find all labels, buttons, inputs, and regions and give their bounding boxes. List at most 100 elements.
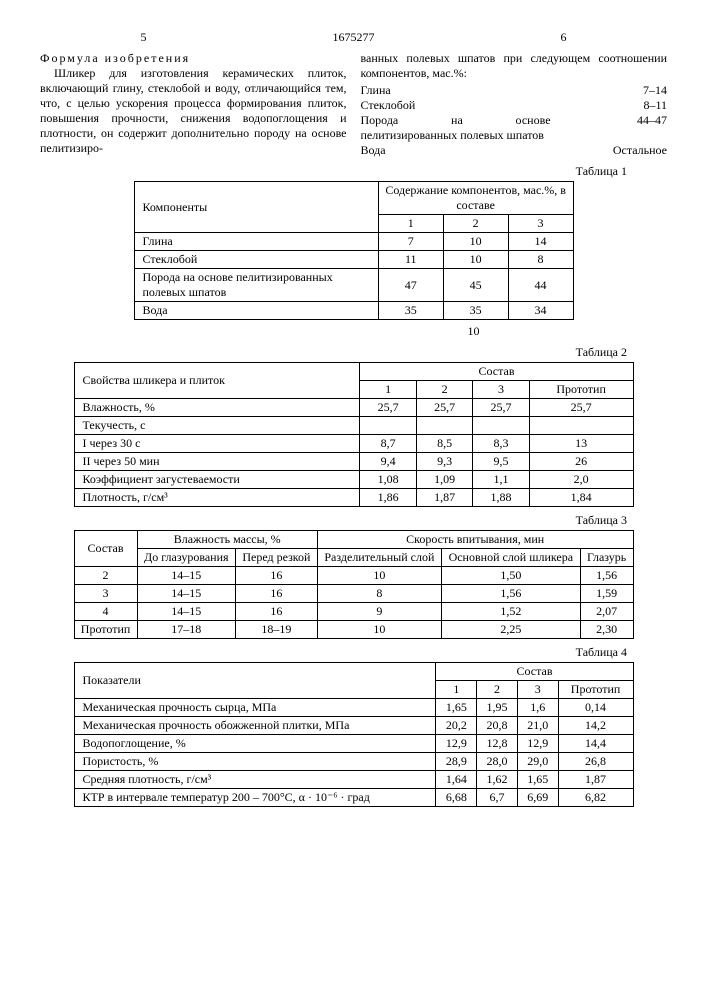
table-row: II через 50 мин9,49,39,526 bbox=[74, 453, 633, 471]
margin-number-10: 10 bbox=[280, 324, 667, 339]
t1-col: 3 bbox=[508, 215, 573, 233]
cell: 6,7 bbox=[477, 789, 518, 807]
cell: 10 bbox=[443, 233, 508, 251]
cell: 1,62 bbox=[477, 771, 518, 789]
cell: 6,82 bbox=[558, 789, 633, 807]
cell: 14–15 bbox=[137, 567, 235, 585]
cell: 12,9 bbox=[436, 735, 477, 753]
cell: 2,07 bbox=[580, 603, 633, 621]
cell: 8,5 bbox=[416, 435, 472, 453]
cell: 9 bbox=[317, 603, 441, 621]
table-row: Механическая прочность сырца, МПа1,651,9… bbox=[74, 699, 633, 717]
cell: 1,09 bbox=[416, 471, 472, 489]
cell: 14–15 bbox=[137, 603, 235, 621]
t1-col: 1 bbox=[378, 215, 443, 233]
cell: 8,7 bbox=[360, 435, 416, 453]
table1-label: Таблица 1 bbox=[40, 164, 627, 179]
cell: 1,52 bbox=[441, 603, 580, 621]
cell: 14–15 bbox=[137, 585, 235, 603]
cell: 1,59 bbox=[580, 585, 633, 603]
t2-h2: Состав bbox=[360, 363, 633, 381]
row-name: Коэффициент загустеваемости bbox=[74, 471, 360, 489]
cell: 10 bbox=[443, 251, 508, 269]
left-body: Шликер для изготовления керамических пли… bbox=[40, 66, 347, 156]
cell: 10 bbox=[317, 621, 441, 639]
cell: 7 bbox=[378, 233, 443, 251]
cell: 14,4 bbox=[558, 735, 633, 753]
row-name: Текучесть, с bbox=[74, 417, 360, 435]
table-4: Показатели Состав 1 2 3 Прототип Механич… bbox=[74, 662, 634, 807]
t3-col: Разделительный слой bbox=[317, 549, 441, 567]
row-name: КТР в интервале температур 200 – 700°С, … bbox=[74, 789, 436, 807]
t3-col: Глазурь bbox=[580, 549, 633, 567]
comp-row: Порода на основе пелитизированных полевы… bbox=[361, 113, 668, 143]
table4-label: Таблица 4 bbox=[40, 645, 627, 660]
cell: 1,86 bbox=[360, 489, 416, 507]
table3-label: Таблица 3 bbox=[40, 513, 627, 528]
row-name: 2 bbox=[74, 567, 137, 585]
t4-h1: Показатели bbox=[74, 663, 436, 699]
cell: 13 bbox=[529, 435, 633, 453]
cell: 35 bbox=[378, 302, 443, 320]
row-name: 3 bbox=[74, 585, 137, 603]
cell: 16 bbox=[235, 567, 317, 585]
row-name: Механическая прочность сырца, МПа bbox=[74, 699, 436, 717]
cell: 1,65 bbox=[436, 699, 477, 717]
cell: 1,87 bbox=[558, 771, 633, 789]
row-name: Вода bbox=[134, 302, 378, 320]
cell: 25,7 bbox=[529, 399, 633, 417]
cell: 45 bbox=[443, 269, 508, 302]
cell: 34 bbox=[508, 302, 573, 320]
table-row: Пористость, %28,928,029,026,8 bbox=[74, 753, 633, 771]
row-name: Водопоглощение, % bbox=[74, 735, 436, 753]
page-num-right: 6 bbox=[460, 30, 667, 45]
t3-col: До глазурования bbox=[137, 549, 235, 567]
cell bbox=[529, 417, 633, 435]
table-row: Коэффициент загустеваемости1,081,091,12,… bbox=[74, 471, 633, 489]
cell: 1,65 bbox=[517, 771, 558, 789]
cell: 1,08 bbox=[360, 471, 416, 489]
cell: 9,5 bbox=[473, 453, 529, 471]
t3-col: Перед резкой bbox=[235, 549, 317, 567]
t3-h1: Состав bbox=[74, 531, 137, 567]
table-row: I через 30 с8,78,58,313 bbox=[74, 435, 633, 453]
cell: 12,8 bbox=[477, 735, 518, 753]
cell: 26,8 bbox=[558, 753, 633, 771]
cell: 21,0 bbox=[517, 717, 558, 735]
row-name: Пористость, % bbox=[74, 753, 436, 771]
t2-col: Прототип bbox=[529, 381, 633, 399]
cell: 1,56 bbox=[441, 585, 580, 603]
table-row: 314–151681,561,59 bbox=[74, 585, 633, 603]
cell: 6,68 bbox=[436, 789, 477, 807]
table-2: Свойства шликера и плиток Состав 1 2 3 П… bbox=[74, 362, 634, 507]
table-row: Водопоглощение, %12,912,812,914,4 bbox=[74, 735, 633, 753]
comp-row: Стеклобой8–11 bbox=[361, 98, 668, 113]
row-name: Влажность, % bbox=[74, 399, 360, 417]
table-row: Средняя плотность, г/см³1,641,621,651,87 bbox=[74, 771, 633, 789]
t4-col: 1 bbox=[436, 681, 477, 699]
cell: 14,2 bbox=[558, 717, 633, 735]
table2-label: Таблица 2 bbox=[40, 345, 627, 360]
row-name: Средняя плотность, г/см³ bbox=[74, 771, 436, 789]
table-row: Плотность, г/см³1,861,871,881,84 bbox=[74, 489, 633, 507]
t3-g1: Влажность массы, % bbox=[137, 531, 317, 549]
table-row: Порода на основе пелитизированных полевы… bbox=[134, 269, 573, 302]
cell: 1,95 bbox=[477, 699, 518, 717]
cell: 29,0 bbox=[517, 753, 558, 771]
table-row: Текучесть, с bbox=[74, 417, 633, 435]
cell: 1,56 bbox=[580, 567, 633, 585]
cell: 12,9 bbox=[517, 735, 558, 753]
t3-col: Основной слой шликера bbox=[441, 549, 580, 567]
table-row: Механическая прочность обожженной плитки… bbox=[74, 717, 633, 735]
left-column: Формула изобретения Шликер для изготовле… bbox=[40, 51, 347, 158]
cell: 2,0 bbox=[529, 471, 633, 489]
doc-number: 1675277 bbox=[250, 30, 457, 45]
cell: 28,9 bbox=[436, 753, 477, 771]
cell: 2,30 bbox=[580, 621, 633, 639]
t2-col: 2 bbox=[416, 381, 472, 399]
row-name: Прототип bbox=[74, 621, 137, 639]
t2-h1: Свойства шликера и плиток bbox=[74, 363, 360, 399]
table-row: Прототип17–1818–19102,252,30 bbox=[74, 621, 633, 639]
table-3: Состав Влажность массы, % Скорость впиты… bbox=[74, 530, 634, 639]
t4-col: 2 bbox=[477, 681, 518, 699]
